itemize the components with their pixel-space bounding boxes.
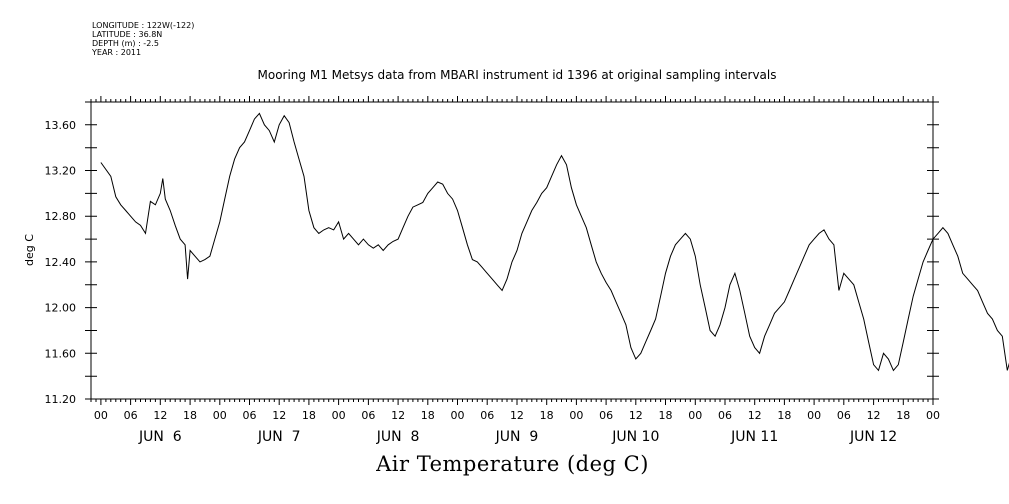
y-tick-label: 12.00: [45, 302, 77, 315]
x-tick-label: 00: [94, 409, 108, 422]
y-tick-label: 11.20: [45, 393, 77, 406]
x-day-label: JUN 9: [495, 429, 539, 445]
x-tick-label: 00: [332, 409, 346, 422]
x-tick-label: 12: [748, 409, 762, 422]
x-tick-label: 06: [242, 409, 256, 422]
x-tick-label: 00: [926, 409, 940, 422]
x-tick-label: 18: [183, 409, 197, 422]
x-tick-label: 06: [718, 409, 732, 422]
chart-title: Mooring M1 Metsys data from MBARI instru…: [257, 68, 777, 82]
y-tick-label: 11.60: [45, 347, 77, 360]
x-day-label: JUN 6: [138, 429, 182, 445]
x-day-label: JUN 11: [730, 429, 778, 445]
year-text: YEAR : 2011: [92, 48, 142, 57]
x-day-label: JUN 10: [611, 429, 659, 445]
x-tick-label: 12: [391, 409, 405, 422]
x-tick-label: 18: [777, 409, 791, 422]
x-tick-label: 00: [807, 409, 821, 422]
x-tick-label: 06: [124, 409, 138, 422]
tick-marks: [85, 96, 939, 405]
air-temperature-line: [100, 112, 1009, 372]
x-hour-tick-labels: 00 06 12 18 00 06 12 18 00 06 12 18 00 06 12 18 00 06 12 18…: [94, 409, 940, 422]
x-tick-label: 12: [153, 409, 167, 422]
x-tick-label: 06: [837, 409, 851, 422]
tick-lines: [85, 96, 939, 405]
x-tick-label: 06: [480, 409, 494, 422]
x-tick-label: 06: [361, 409, 375, 422]
y-tick-label: 12.80: [45, 210, 77, 223]
x-tick-label: 00: [213, 409, 227, 422]
x-axis-label: Air Temperature (deg C): [376, 452, 649, 476]
depth-text: DEPTH (m) : -2.5: [92, 39, 159, 48]
metadata-block: LONGITUDE : 122W(-122) LATITUDE : 36.8N …: [92, 21, 194, 57]
x-day-label: JUN 7: [257, 429, 301, 445]
y-tick-labels: 11.20 11.60 12.00 12.40 12.80 13.20 13.60: [45, 119, 77, 406]
x-day-label: JUN 8: [376, 429, 420, 445]
x-day-labels: JUN 6 JUN 7 JUN 8 JUN 9 JUN 10 JUN 11 JUN 12: [138, 429, 897, 445]
x-tick-label: 06: [599, 409, 613, 422]
y-tick-label: 13.20: [45, 165, 77, 178]
y-tick-label: 13.60: [45, 119, 77, 132]
x-tick-label: 18: [540, 409, 554, 422]
y-axis-label: deg C: [23, 234, 36, 266]
x-tick-label: 12: [629, 409, 643, 422]
x-tick-label: 12: [272, 409, 286, 422]
x-day-label: JUN 12: [849, 429, 897, 445]
x-tick-label: 00: [451, 409, 465, 422]
x-tick-label: 18: [421, 409, 435, 422]
x-tick-label: 18: [302, 409, 316, 422]
x-tick-label: 12: [510, 409, 524, 422]
latitude-text: LATITUDE : 36.8N: [92, 30, 163, 39]
x-tick-label: 18: [896, 409, 910, 422]
longitude-text: LONGITUDE : 122W(-122): [92, 21, 195, 30]
y-tick-label: 12.40: [45, 256, 77, 269]
x-tick-label: 12: [867, 409, 881, 422]
x-tick-label: 18: [659, 409, 673, 422]
x-tick-label: 00: [569, 409, 583, 422]
x-tick-label: 00: [688, 409, 702, 422]
